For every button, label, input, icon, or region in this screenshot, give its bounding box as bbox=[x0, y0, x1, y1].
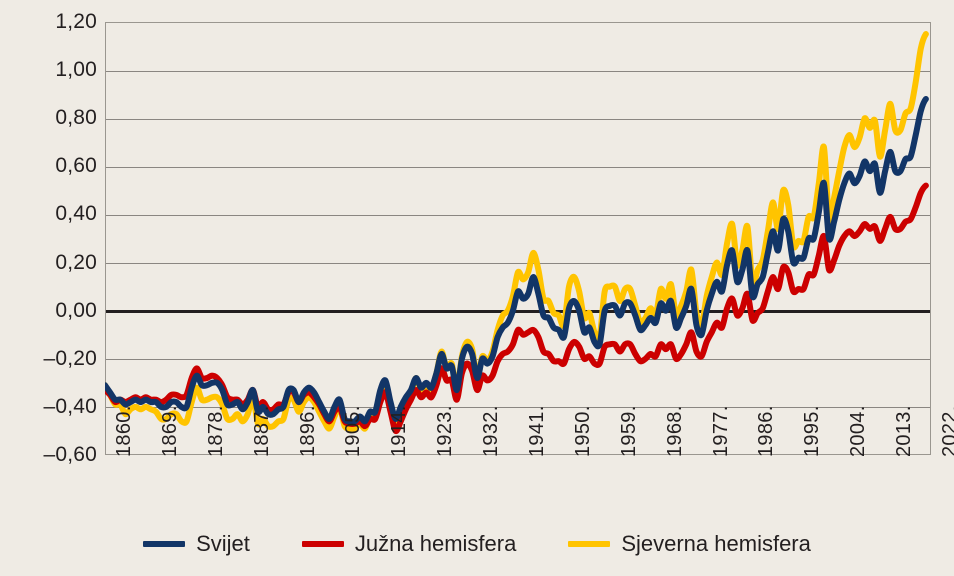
x-tick-label: 2004. bbox=[847, 405, 870, 457]
x-tick-label: 1878. bbox=[204, 405, 227, 457]
y-tick-label: –0,60 bbox=[43, 443, 97, 466]
series-layer bbox=[105, 31, 929, 435]
x-tick-label: 1914. bbox=[388, 405, 411, 457]
y-tick-label: 0,60 bbox=[55, 154, 97, 178]
line-swatch-icon bbox=[301, 541, 344, 547]
y-tick-label: 0,00 bbox=[55, 298, 97, 322]
zero-line bbox=[106, 310, 930, 314]
y-tick-label: –0,40 bbox=[43, 394, 97, 418]
x-tick-label: 1959. bbox=[617, 405, 640, 457]
legend-label: Svijet bbox=[196, 531, 250, 556]
y-axis: 1,20 1,00 0,80 0,60 0,40 0,20 0,00 –0,20 –0,40 –0… bbox=[0, 0, 97, 576]
x-tick-label: 1869. bbox=[158, 405, 181, 457]
legend-label: Sjeverna hemisfera bbox=[621, 531, 811, 556]
y-tick-label: 1,00 bbox=[55, 58, 97, 82]
x-tick-label: 1905. bbox=[342, 405, 365, 457]
line-swatch-icon bbox=[568, 541, 611, 547]
legend-item[interactable]: Sjeverna hemisfera bbox=[568, 531, 811, 557]
gridline bbox=[106, 166, 930, 168]
x-tick-label: 1986. bbox=[755, 405, 778, 457]
series-line bbox=[105, 95, 929, 425]
legend-item[interactable]: Svijet bbox=[143, 531, 250, 557]
x-tick-label: 1860. bbox=[113, 405, 135, 457]
legend-label: Južna hemisfera bbox=[354, 531, 517, 556]
gridline bbox=[106, 214, 930, 216]
x-tick-label: 1887. bbox=[250, 405, 273, 457]
x-axis: 1860. 1869. 1878. 1887. 1896. 1905. 1914. 1923.… bbox=[0, 405, 954, 530]
line-swatch-icon bbox=[143, 541, 186, 547]
gridline bbox=[106, 263, 930, 265]
y-tick-label: 0,20 bbox=[55, 250, 97, 274]
gridline bbox=[106, 118, 930, 120]
plot-area bbox=[105, 22, 931, 455]
gridline bbox=[106, 407, 930, 409]
y-tick-label: 0,80 bbox=[55, 106, 97, 130]
series-line bbox=[105, 31, 929, 432]
legend-item[interactable]: Južna hemisfera bbox=[301, 531, 517, 557]
x-tick-label: 1923. bbox=[434, 405, 457, 457]
x-tick-label: 1941. bbox=[526, 405, 548, 457]
x-tick-label: 1995. bbox=[801, 405, 824, 457]
y-tick-label: 0,40 bbox=[55, 202, 97, 226]
gridline bbox=[106, 70, 930, 72]
chart-legend: Svijet Južna hemisfera Sjeverna hemisfera bbox=[0, 531, 954, 557]
x-tick-label: 1968. bbox=[663, 405, 686, 457]
gridline bbox=[106, 359, 930, 361]
x-tick-label: 2022. bbox=[939, 405, 954, 457]
x-tick-label: 1932. bbox=[480, 405, 503, 457]
x-tick-label: 2013. bbox=[893, 405, 916, 457]
y-tick-label: –0,20 bbox=[43, 346, 97, 370]
y-tick-label: 1,20 bbox=[55, 10, 97, 33]
x-tick-label: 1977. bbox=[709, 405, 732, 457]
x-tick-label: 1896. bbox=[296, 405, 319, 457]
x-tick-label: 1950. bbox=[571, 405, 594, 457]
